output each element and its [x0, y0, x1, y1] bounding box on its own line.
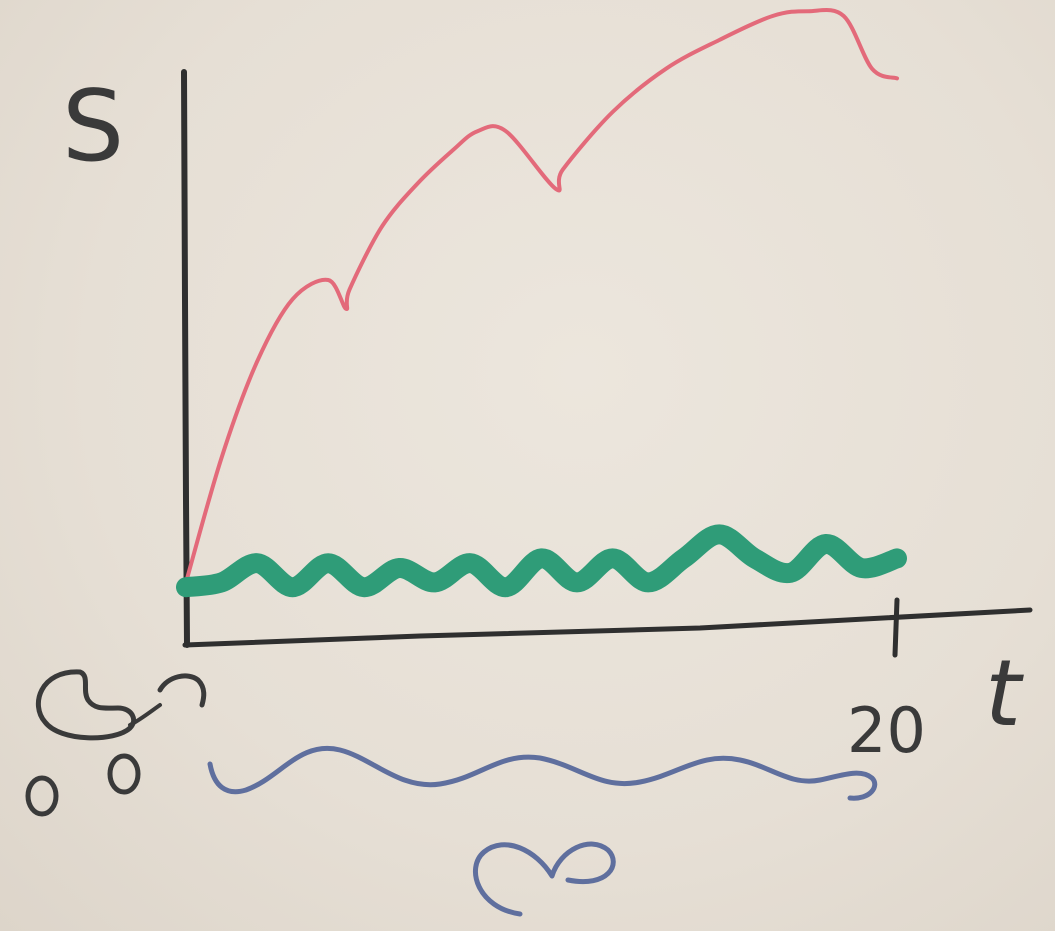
stroller-wheel-left: [25, 775, 59, 817]
axes: [181, 69, 1033, 658]
x-axis-tick-20: [892, 597, 900, 658]
stroller-wheel-right: [107, 753, 141, 795]
series-line-green: [176, 524, 907, 598]
x-tick-label-20: 20: [847, 694, 926, 767]
blue-heart-doodle: [473, 841, 616, 917]
doodles: [25, 669, 878, 917]
y-axis-label: S: [62, 70, 124, 184]
stroller-link: [128, 703, 162, 727]
stroller-handle: [157, 673, 207, 708]
series-layer: [176, 8, 907, 598]
x-axis-label: t: [985, 640, 1024, 747]
blue-wave-doodle: [207, 745, 878, 801]
x-axis: [182, 607, 1033, 648]
stroller-body: [35, 669, 136, 741]
baby-stroller-doodle: [25, 669, 207, 817]
y-axis: [181, 69, 190, 648]
series-line-red: [184, 8, 899, 585]
